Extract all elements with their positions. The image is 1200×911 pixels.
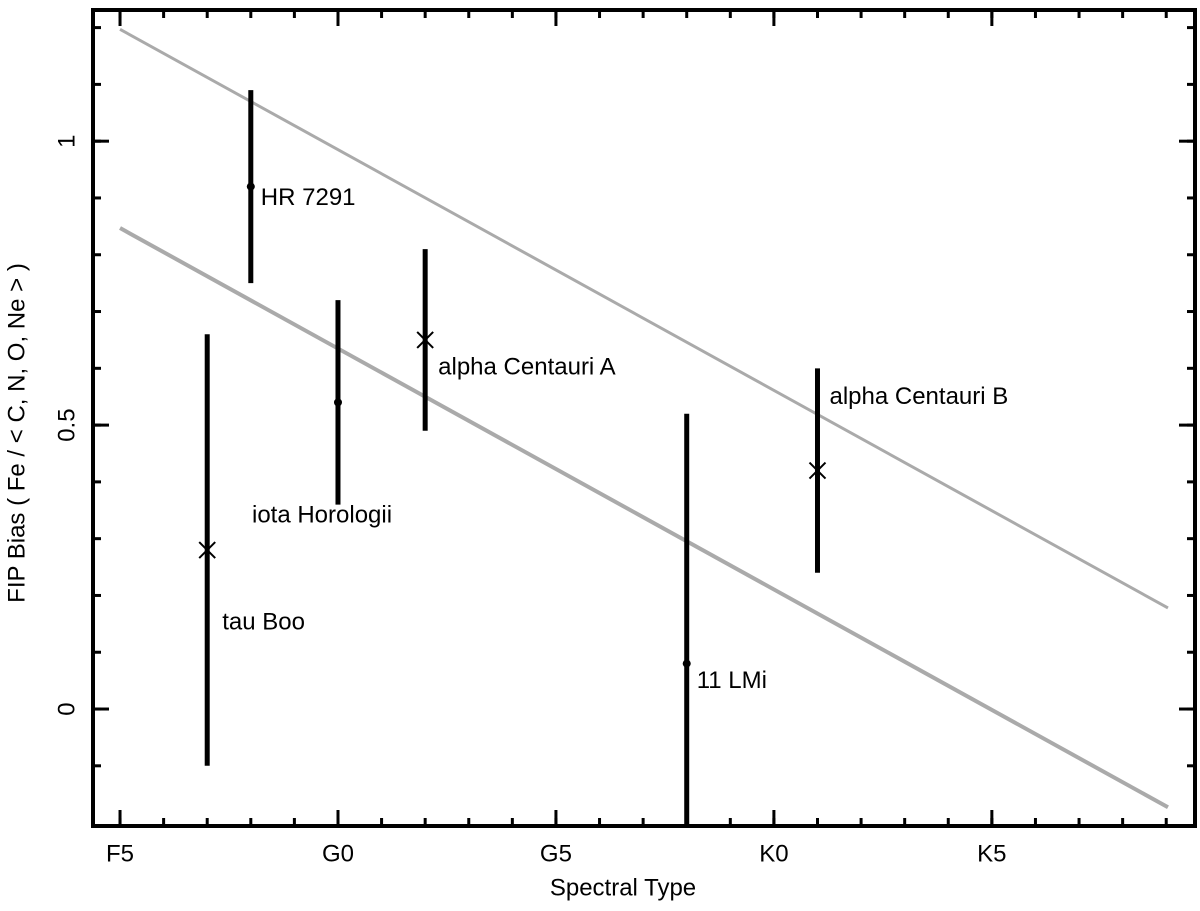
x-tick-label: G5 xyxy=(540,840,572,867)
point-marker xyxy=(416,331,434,349)
point-marker xyxy=(808,461,827,480)
point-marker xyxy=(682,659,691,668)
point-label: alpha Centauri A xyxy=(438,353,615,380)
x-tick-label: K5 xyxy=(977,840,1006,867)
y-axis-label: FIP Bias ( Fe / < C, N, O, Ne > ) xyxy=(3,263,30,603)
y-tick-label: 0 xyxy=(53,702,80,715)
point-marker xyxy=(246,182,255,191)
plot-frame xyxy=(91,8,1197,828)
point-label: alpha Centauri B xyxy=(829,383,1008,410)
x-tick-label: G0 xyxy=(322,840,354,867)
y-tick-label: 0.5 xyxy=(53,408,80,441)
x-tick-label: F5 xyxy=(106,840,134,867)
fit-line xyxy=(119,27,1169,610)
fit-line xyxy=(119,226,1169,810)
point-marker xyxy=(198,541,216,559)
point-label: HR 7291 xyxy=(261,184,356,211)
x-axis-label: Spectral Type xyxy=(550,874,696,901)
y-tick-label: 1 xyxy=(53,134,80,147)
point-label: tau Boo xyxy=(222,608,305,635)
point-marker xyxy=(333,398,342,407)
x-tick-label: K0 xyxy=(759,840,788,867)
point-label: 11 LMi xyxy=(697,667,767,694)
plot-area xyxy=(119,27,1169,826)
point-label: iota Horologii xyxy=(252,502,392,529)
